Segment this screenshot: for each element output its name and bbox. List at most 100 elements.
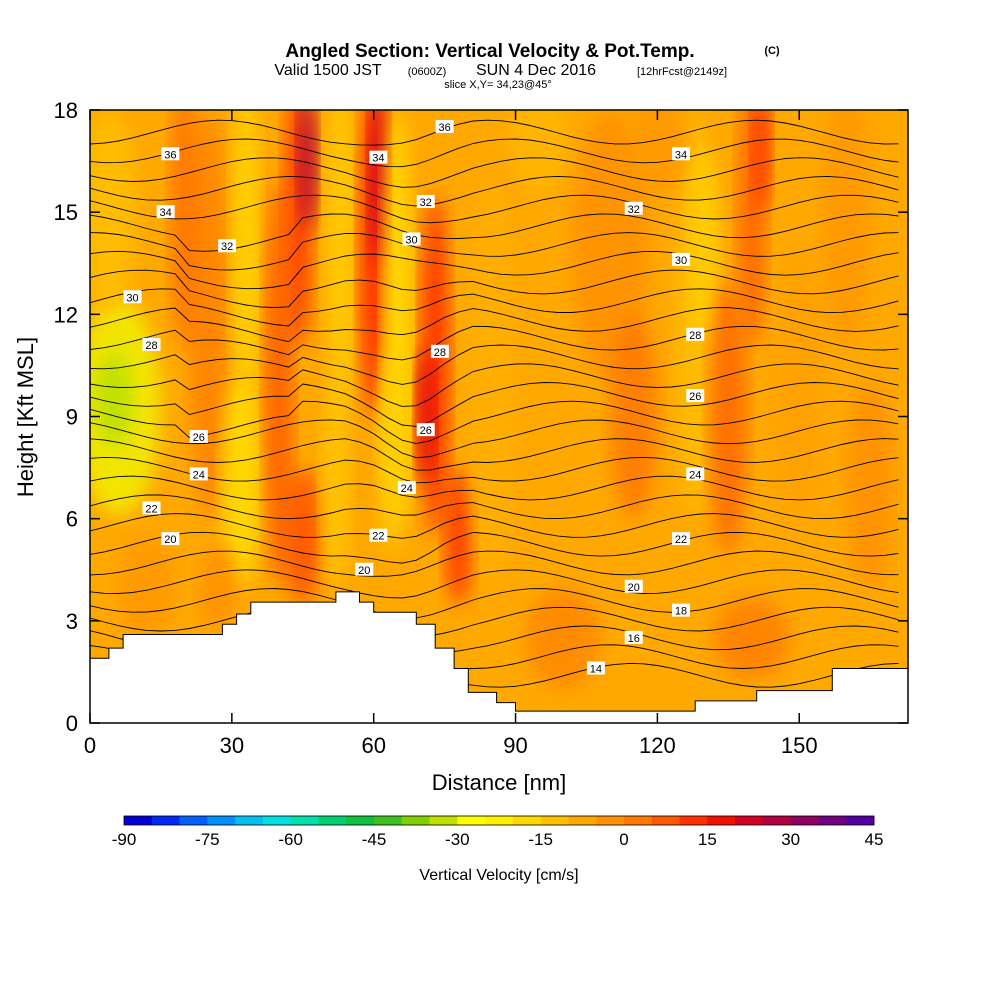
theta-contours — [90, 119, 899, 688]
velocity-blob — [198, 545, 237, 628]
contour-label: 24 — [689, 469, 701, 481]
velocity-blob — [326, 110, 355, 417]
contour-label-bg — [402, 232, 421, 246]
velocity-field — [90, 110, 894, 689]
colorbar-swatch — [124, 816, 153, 825]
y-tick-label: 6 — [66, 507, 78, 532]
contour-label: 36 — [164, 149, 176, 161]
contour-label: 32 — [628, 204, 640, 216]
colorbar-tick-label: 15 — [698, 830, 717, 849]
contour-label: 22 — [145, 503, 157, 515]
contour-label: 20 — [628, 582, 640, 594]
contour-label: 20 — [164, 534, 176, 546]
velocity-blob — [822, 110, 871, 349]
contour-label-bg — [161, 147, 180, 161]
plot-area — [90, 110, 908, 723]
contour-label: 30 — [126, 292, 138, 304]
colorbar-swatch — [596, 816, 625, 825]
theta-contour-line — [90, 250, 899, 290]
contour-label-bg — [686, 467, 705, 481]
terrain-mask — [90, 591, 908, 723]
contour-label-bg — [218, 239, 237, 253]
theta-contour-line — [90, 550, 899, 577]
colorbar-swatch — [790, 816, 819, 825]
theta-contour-line — [90, 588, 899, 619]
contour-label: 32 — [221, 241, 233, 253]
y-tick-label: 0 — [66, 711, 78, 736]
x-tick-label: 150 — [781, 733, 818, 758]
y-tick-label: 3 — [66, 609, 78, 634]
contour-label-bg — [161, 532, 180, 546]
velocity-blob — [690, 144, 719, 349]
theta-contour-line — [90, 382, 899, 427]
subtitle-utc: (0600Z) — [408, 66, 447, 78]
theta-contour-line — [90, 307, 899, 343]
velocity-blob — [610, 314, 658, 519]
x-axis: 0 30 60 90 120 150 — [84, 110, 818, 758]
colorbar-label: Vertical Velocity [cm/s] — [419, 867, 578, 884]
theta-contour-line — [90, 606, 899, 638]
velocity-blob — [416, 348, 436, 485]
velocity-blob — [846, 382, 894, 587]
theta-contour-line — [90, 232, 899, 271]
contour-label-bg — [624, 201, 643, 215]
contour-label-bg — [416, 423, 435, 437]
x-tick-label: 90 — [503, 733, 527, 758]
contour-label: 26 — [420, 425, 432, 437]
contour-label: 20 — [358, 565, 370, 577]
colorbar-tick-label: -30 — [445, 830, 470, 849]
contour-label: 18 — [675, 606, 687, 618]
velocity-blob — [298, 110, 317, 230]
colorbar-swatch — [401, 816, 430, 825]
theta-contour-line — [90, 325, 899, 361]
velocity-blob — [510, 110, 568, 196]
x-axis-label: Distance [nm] — [432, 770, 567, 795]
velocity-blob — [94, 351, 133, 448]
contour-label: 30 — [675, 255, 687, 267]
velocity-blob — [525, 586, 601, 689]
colorbar-swatch — [374, 816, 403, 825]
theta-contour-line — [90, 288, 899, 327]
velocity-blob — [378, 348, 407, 553]
colorbar-swatch — [540, 816, 569, 825]
colorbar-swatch — [846, 816, 875, 825]
y-tick-label: 9 — [66, 405, 78, 430]
contour-label-bg — [355, 562, 374, 576]
theta-contour-line — [90, 400, 899, 445]
colorbar-swatch — [179, 816, 208, 825]
chart-title-suffix: (C) — [764, 45, 780, 57]
velocity-blob — [283, 467, 322, 604]
theta-contour-line — [90, 157, 899, 188]
velocity-blob — [468, 178, 516, 587]
theta-contour-line — [90, 569, 899, 599]
contour-label-bg — [672, 603, 691, 617]
theta-contour-line — [90, 475, 899, 501]
subtitle-valid: Valid 1500 JST — [274, 62, 382, 79]
contour-label-bg — [435, 120, 454, 134]
contour-label: 28 — [145, 340, 157, 352]
contour-label: 16 — [628, 633, 640, 645]
colorbar-tick-label: 30 — [781, 830, 800, 849]
velocity-blob — [321, 382, 351, 587]
x-tick-label: 30 — [220, 733, 244, 758]
contour-label-bg — [672, 147, 691, 161]
contour-label: 22 — [675, 534, 687, 546]
x-tick-label: 60 — [361, 733, 385, 758]
y-tick-label: 18 — [54, 98, 78, 123]
contour-label-bg — [686, 389, 705, 403]
colorbar-swatch — [568, 816, 597, 825]
velocity-blob — [189, 110, 228, 519]
contour-label-bg — [586, 661, 605, 675]
colorbar-swatch — [318, 816, 347, 825]
velocity-blob — [751, 110, 771, 213]
y-tick-label: 15 — [54, 200, 78, 225]
contour-labels: 36 34 32 30 28 26 24 22 20 36 34 32 30 28 26 24 22 20 34 32… — [123, 120, 705, 676]
contour-label: 36 — [438, 122, 450, 134]
theta-contour-line — [90, 513, 899, 539]
subtitle-forecast: [12hrFcst@2149z] — [637, 66, 727, 78]
colorbar: -90 -75 -60 -45 -30 -15 0 15 30 45 — [112, 815, 883, 849]
contour-label: 14 — [590, 664, 602, 676]
contour-label-bg — [142, 337, 161, 351]
x-tick-label: 120 — [639, 733, 676, 758]
